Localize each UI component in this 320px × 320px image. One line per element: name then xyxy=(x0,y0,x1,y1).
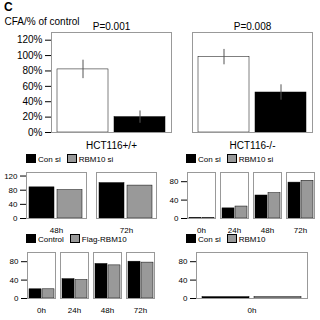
html-text:Flag-RBM10: Flag-RBM10 xyxy=(81,235,127,244)
svg-text:0: 0 xyxy=(14,294,19,303)
svg-text:80%: 80% xyxy=(22,65,42,76)
svg-text:0h: 0h xyxy=(37,306,46,314)
svg-text:72h: 72h xyxy=(120,226,133,234)
svg-text:48h: 48h xyxy=(50,226,63,234)
svg-text:72h: 72h xyxy=(134,306,147,314)
svg-text:HCT116-/-: HCT116-/- xyxy=(230,140,276,151)
html-text:C: C xyxy=(4,0,13,14)
html-text:Con si: Con si xyxy=(38,155,61,164)
svg-text:40: 40 xyxy=(170,196,179,205)
html-text:RBM10 si: RBM10 si xyxy=(238,155,274,164)
svg-text:100%: 100% xyxy=(17,50,43,61)
svg-text:0%: 0% xyxy=(28,127,43,138)
html-text:RBM10: RBM10 xyxy=(238,235,266,244)
svg-text:P=0.001: P=0.001 xyxy=(93,21,131,32)
svg-text:40: 40 xyxy=(179,276,188,285)
svg-text:120: 120 xyxy=(4,172,18,181)
svg-text:24h: 24h xyxy=(68,306,81,314)
svg-text:24h: 24h xyxy=(228,226,241,234)
svg-text:80: 80 xyxy=(10,257,19,266)
svg-text:40%: 40% xyxy=(22,96,42,107)
svg-text:60%: 60% xyxy=(22,81,42,92)
html-text:Con si: Con si xyxy=(198,155,221,164)
svg-text:20%: 20% xyxy=(22,111,42,122)
svg-text:72h: 72h xyxy=(294,226,307,234)
html-text:RBM10 si: RBM10 si xyxy=(78,155,114,164)
svg-text:120%: 120% xyxy=(17,34,43,45)
svg-text:0: 0 xyxy=(174,214,179,223)
svg-text:0: 0 xyxy=(183,294,188,303)
svg-text:0: 0 xyxy=(13,214,18,223)
svg-text:P=0.008: P=0.008 xyxy=(234,21,272,32)
html-text:Control: Control xyxy=(38,235,64,244)
svg-text:80: 80 xyxy=(170,177,179,186)
svg-text:40: 40 xyxy=(10,276,19,285)
svg-text:48h: 48h xyxy=(261,226,274,234)
svg-text:HCT116+/+: HCT116+/+ xyxy=(86,140,137,151)
svg-text:40: 40 xyxy=(9,200,18,209)
svg-text:48h: 48h xyxy=(101,306,114,314)
html-text:Con si: Con si xyxy=(198,235,221,244)
svg-text:80: 80 xyxy=(9,186,18,195)
svg-text:0h: 0h xyxy=(197,226,206,234)
svg-text:0h: 0h xyxy=(248,306,257,314)
svg-text:CFA/% of control: CFA/% of control xyxy=(5,16,80,27)
svg-text:80: 80 xyxy=(179,257,188,266)
